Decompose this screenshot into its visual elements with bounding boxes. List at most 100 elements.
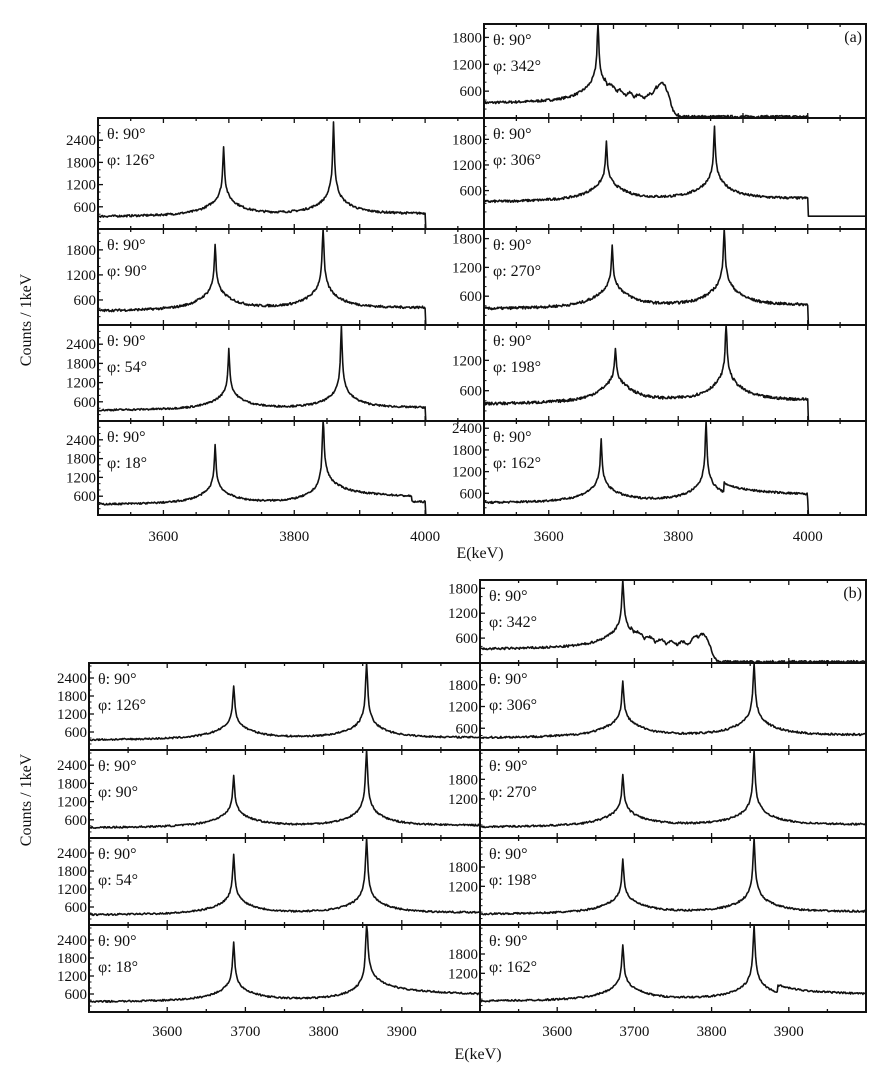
y-tick-label: 2400 (57, 846, 87, 862)
theta-label: θ: 90° (493, 126, 532, 143)
theta-label: θ: 90° (493, 32, 532, 49)
y-tick-label: 1200 (57, 795, 87, 811)
phi-label: φ: 198° (489, 872, 537, 889)
panel-frame (483, 23, 867, 119)
spectrum-line (89, 924, 480, 1004)
x-tick-label: 3900 (387, 1024, 417, 1040)
spectrum-line (483, 23, 866, 119)
x-tick-label: 3600 (152, 1024, 182, 1040)
y-tick-label: 1800 (452, 30, 482, 46)
panel-0-top: 600 1200 1800 θ: 90° φ: 342° (452, 23, 867, 119)
panel-1-R2: 1200 1800 θ: 90° φ: 270° (448, 749, 867, 839)
y-tick-label: 1800 (448, 947, 478, 963)
theta-label: θ: 90° (493, 237, 532, 254)
y-axis-label-a: Counts / 1keV (18, 273, 35, 366)
panel-0-L1: 600 1200 1800 2400 θ: 90° φ: 126° (66, 117, 485, 230)
y-tick-label: 1200 (66, 178, 96, 194)
phi-label: φ: 270° (493, 263, 541, 280)
y-tick-label: 2400 (452, 421, 482, 437)
y-tick-label: 600 (460, 84, 483, 100)
panel-frame (88, 662, 481, 751)
phi-label: φ: 90° (98, 784, 138, 801)
panel-1-L1: 600 1200 1800 2400 θ: 90° φ: 126° (57, 662, 481, 751)
spectrum-line (480, 749, 866, 829)
y-tick-label: 600 (65, 987, 88, 1003)
y-tick-label: 1200 (448, 966, 478, 982)
y-tick-label: 1200 (448, 792, 478, 808)
panel-1-L2: 600 1200 1800 2400 θ: 90° φ: 90° (57, 749, 481, 839)
phi-label: φ: 18° (98, 959, 138, 976)
phi-label: φ: 90° (107, 263, 147, 280)
y-tick-label: 1800 (57, 776, 87, 792)
panel-0-R4: 600 1200 1800 2400 3600 3800 4000 θ: 90° φ: 162° (452, 420, 867, 545)
y-tick-label: 600 (460, 184, 483, 200)
x-tick-label: 3800 (663, 529, 693, 545)
y-tick-label: 600 (74, 293, 97, 309)
y-tick-label: 600 (74, 395, 97, 411)
panel-1-L4: 600 1200 1800 2400 3600 3700 3800 3900 θ: 90° φ: … (57, 924, 481, 1040)
theta-label: θ: 90° (489, 588, 528, 605)
y-tick-label: 1800 (448, 772, 478, 788)
theta-label: θ: 90° (98, 758, 137, 775)
y-tick-label: 600 (460, 289, 483, 305)
x-tick-label: 3800 (697, 1024, 727, 1040)
x-axis-label-b: E(keV) (454, 1046, 501, 1063)
panel-1-R4: 1200 1800 3600 3700 3800 3900 θ: 90° φ: 162° (448, 924, 867, 1040)
phi-label: φ: 198° (493, 359, 541, 376)
y-tick-label: 1800 (448, 581, 478, 597)
phi-label: φ: 126° (98, 697, 146, 714)
y-tick-label: 2400 (66, 337, 96, 353)
y-tick-label: 600 (65, 725, 88, 741)
x-axis-label-a: E(keV) (456, 545, 503, 562)
y-tick-label: 600 (65, 900, 88, 916)
y-tick-label: 2400 (57, 933, 87, 949)
y-tick-label: 1200 (66, 376, 96, 392)
panel-1-top: 600 1200 1800 θ: 90° φ: 342° (448, 579, 867, 664)
y-tick-label: 1200 (452, 260, 482, 276)
y-tick-label: 600 (460, 384, 483, 400)
y-tick-label: 1800 (57, 689, 87, 705)
y-tick-label: 2400 (66, 133, 96, 149)
panel-frame (483, 228, 867, 326)
theta-label: θ: 90° (489, 846, 528, 863)
y-tick-label: 1200 (452, 158, 482, 174)
spectrum-line (98, 121, 484, 230)
y-tick-label: 1200 (448, 879, 478, 895)
y-tick-label: 1200 (66, 268, 96, 284)
x-tick-label: 3600 (534, 529, 564, 545)
y-tick-label: 1800 (448, 860, 478, 876)
theta-label: θ: 90° (489, 671, 528, 688)
figure-label-a: (a) (844, 29, 862, 46)
y-tick-label: 1800 (66, 155, 96, 171)
panel-1-R3: 1200 1800 θ: 90° φ: 198° (448, 837, 867, 926)
spectrum-line (98, 325, 484, 422)
spectrum-line (484, 228, 866, 326)
figure-label-b: (b) (843, 585, 862, 602)
panel-frame (97, 228, 485, 326)
y-tick-label: 1200 (448, 700, 478, 716)
y-tick-label: 600 (74, 200, 97, 216)
y-tick-label: 1800 (57, 864, 87, 880)
y-tick-label: 1200 (57, 969, 87, 985)
panel-frame (483, 420, 867, 516)
phi-label: φ: 342° (489, 614, 537, 631)
y-tick-label: 600 (74, 489, 97, 505)
x-tick-label: 4000 (793, 529, 823, 545)
x-tick-label: 3800 (279, 529, 309, 545)
y-tick-label: 1200 (448, 606, 478, 622)
y-tick-label: 600 (460, 486, 483, 502)
y-tick-label: 1800 (452, 232, 482, 248)
theta-label: θ: 90° (98, 933, 137, 950)
phi-label: φ: 306° (493, 152, 541, 169)
phi-label: φ: 54° (107, 359, 147, 376)
panel-1-L3: 600 1200 1800 2400 θ: 90° φ: 54° (57, 837, 481, 926)
y-tick-label: 1200 (66, 470, 96, 486)
y-tick-label: 1200 (452, 465, 482, 481)
phi-label: φ: 342° (493, 58, 541, 75)
theta-label: θ: 90° (98, 846, 137, 863)
phi-label: φ: 162° (493, 455, 541, 472)
phi-label: φ: 270° (489, 784, 537, 801)
x-tick-label: 3600 (148, 529, 178, 545)
panel-0-L3: 600 1200 1800 2400 θ: 90° φ: 54° (66, 324, 485, 422)
